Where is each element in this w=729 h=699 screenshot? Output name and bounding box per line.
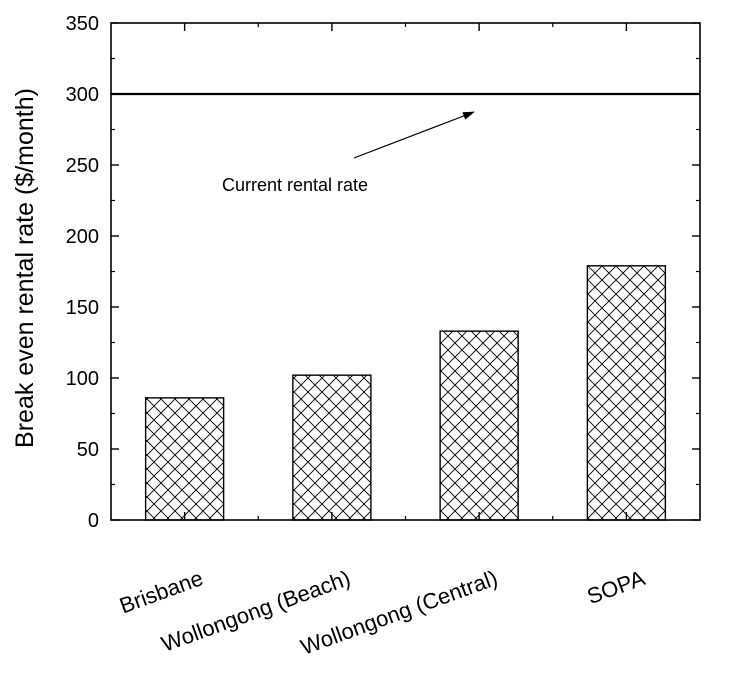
x-tick-label: SOPA [584, 565, 649, 609]
bar [586, 265, 667, 521]
bar [439, 330, 519, 521]
y-tick-label: 0 [88, 510, 99, 532]
y-tick-label: 350 [66, 13, 99, 35]
plot-area: 050100150200250300350BrisbaneWollongong … [66, 13, 701, 660]
y-tick-label: 100 [66, 368, 99, 390]
bar [144, 397, 225, 521]
y-tick-label: 200 [66, 226, 99, 248]
y-tick-label: 250 [66, 155, 99, 177]
y-tick-label: 300 [66, 84, 99, 106]
x-tick-label: Brisbane [116, 565, 206, 618]
reference-line-label: Current rental rate [222, 175, 368, 195]
y-tick-label: 50 [77, 439, 99, 461]
y-axis-title: Break even rental rate ($/month) [11, 88, 39, 448]
annotation-arrow [353, 111, 475, 159]
bar [292, 374, 372, 521]
y-tick-label: 150 [66, 297, 99, 319]
